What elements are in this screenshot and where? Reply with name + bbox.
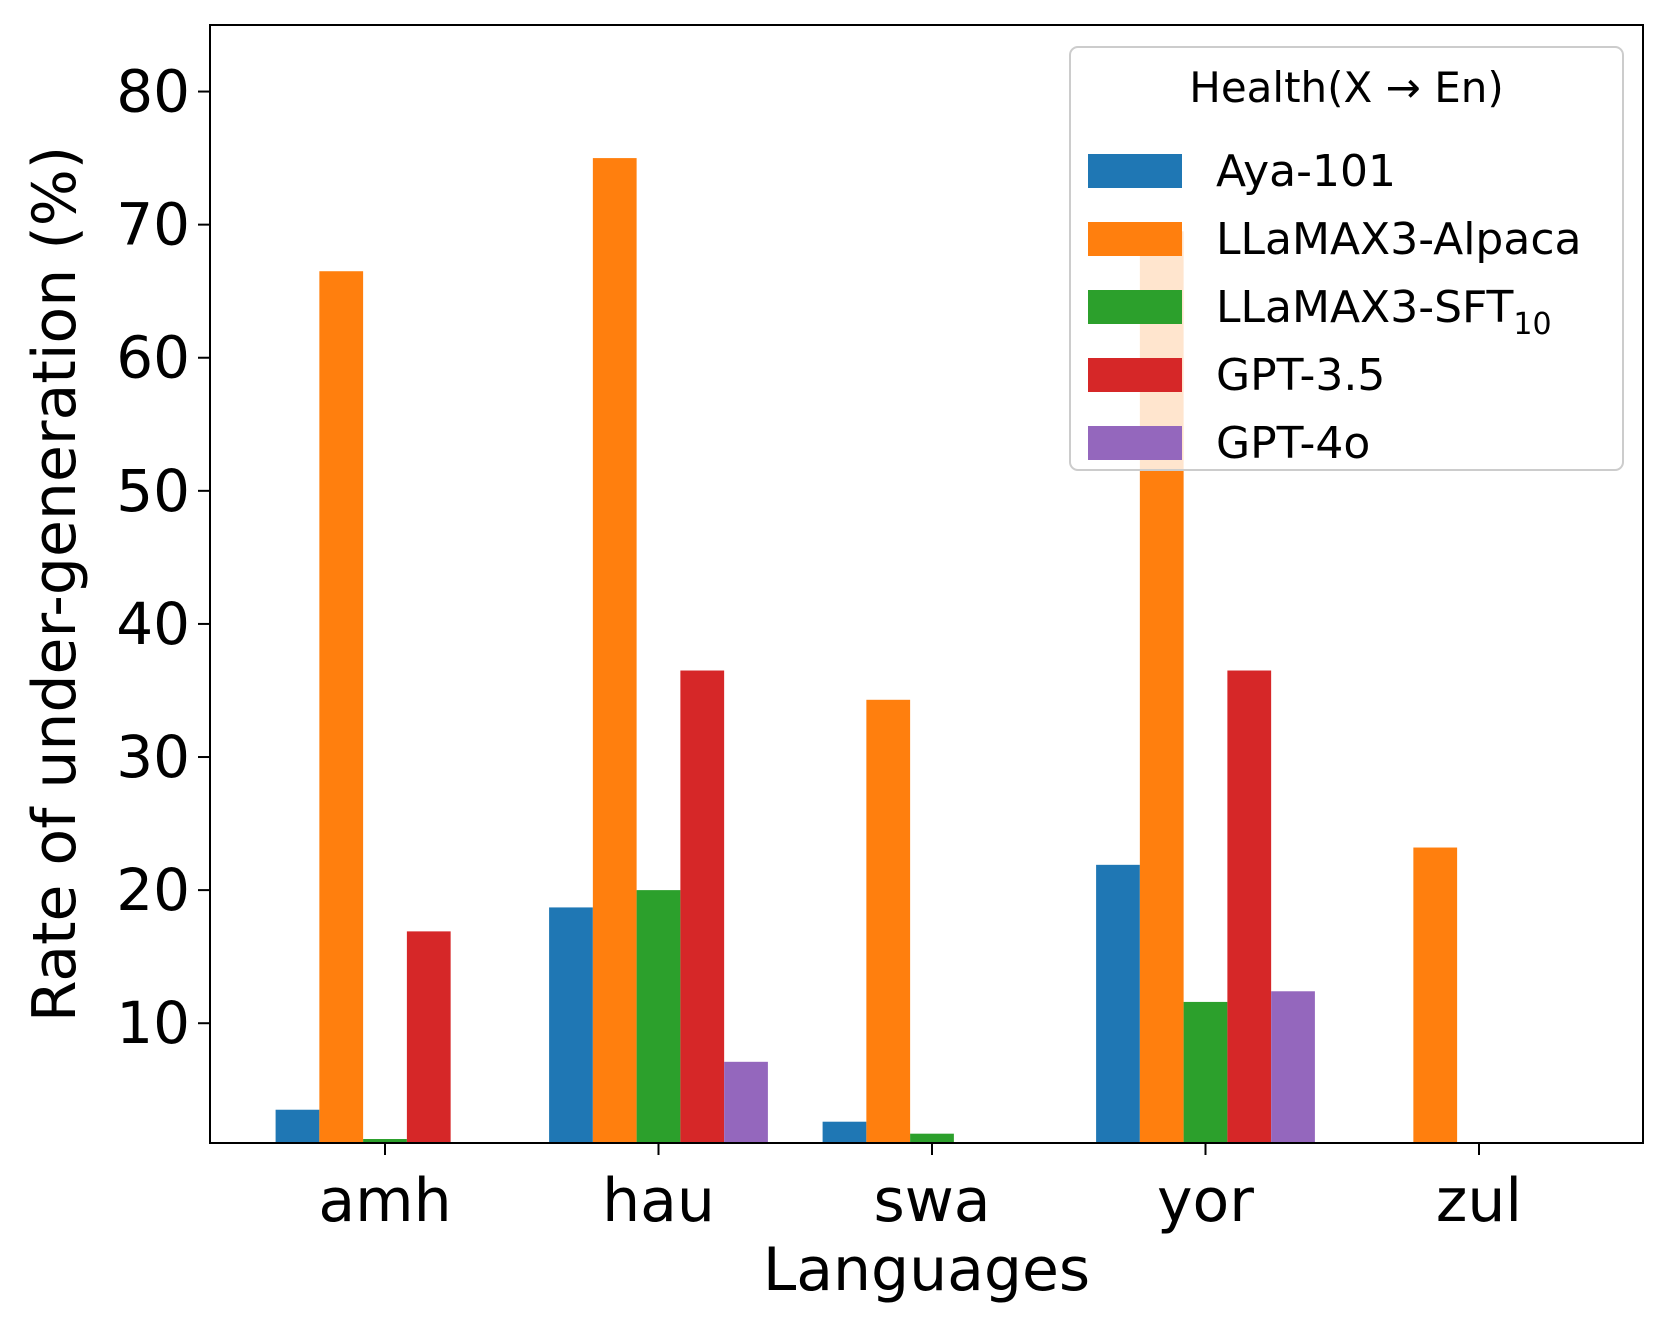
y-tick-label: 40 — [116, 590, 190, 658]
legend-box — [1069, 46, 1624, 471]
bar-hau-GPT-3.5 — [680, 670, 725, 1143]
bar-yor-Aya-101 — [1096, 864, 1140, 1143]
legend-swatch — [1088, 426, 1182, 460]
legend-title: Health(X → En) — [1189, 63, 1504, 112]
x-tick-label-zul: zul — [1436, 1166, 1522, 1236]
y-tick-label: 30 — [116, 723, 190, 791]
legend-swatch — [1088, 358, 1182, 392]
y-tick-label: 20 — [116, 856, 190, 924]
legend-item-label: Aya-101 — [1216, 146, 1396, 197]
x-tick-label-hau: hau — [602, 1166, 715, 1236]
bar-swa-Aya-101 — [822, 1121, 867, 1143]
legend-item-label: GPT-4o — [1216, 418, 1370, 469]
legend-item-label: LLaMAX3-Alpaca — [1216, 214, 1581, 265]
y-axis: 10 20 30 40 50 60 70 80 — [116, 58, 210, 1057]
legend-item-subscript: 10 — [1513, 307, 1551, 342]
y-axis-label: Rate of under-generation (%) — [20, 146, 90, 1022]
legend-swatch — [1088, 290, 1182, 324]
bar-yor-GPT-4o — [1271, 991, 1315, 1143]
y-tick-label: 50 — [116, 457, 190, 525]
legend-item-label: GPT-3.5 — [1216, 350, 1385, 401]
y-tick-label: 10 — [116, 989, 190, 1057]
y-tick-label: 80 — [116, 58, 190, 126]
bars-layer — [275, 158, 1458, 1144]
bar-hau-GPT-4o — [724, 1061, 768, 1143]
bar-hau-LLaMAX3-SFT10 — [636, 890, 681, 1143]
bar-swa-LLaMAX3-SFT10 — [910, 1133, 954, 1143]
x-axis-label: Languages — [763, 1235, 1090, 1305]
x-tick-label-amh: amh — [318, 1166, 451, 1236]
bar-amh-LLaMAX3-SFT10 — [363, 1139, 407, 1143]
bar-swa-LLaMAX3-Alpaca — [866, 699, 911, 1143]
bar-hau-LLaMAX3-Alpaca — [592, 158, 637, 1144]
legend-swatch — [1088, 154, 1182, 188]
legend: Health(X → En) Aya-101 LLaMAX3-Alpaca LLaMA… — [1069, 46, 1624, 471]
x-axis: amh hau swa yor zul — [318, 1143, 1522, 1236]
legend-swatch — [1088, 222, 1182, 256]
plot-frame — [209, 24, 1644, 1144]
y-tick-label: 60 — [116, 324, 190, 392]
bar-amh-Aya-101 — [275, 1109, 320, 1143]
bar-zul-LLaMAX3-Alpaca — [1413, 847, 1458, 1143]
y-tick-label: 70 — [116, 191, 190, 259]
bar-amh-GPT-3.5 — [406, 931, 451, 1143]
bar-yor-GPT-3.5 — [1227, 670, 1272, 1143]
x-tick-label-yor: yor — [1157, 1166, 1254, 1236]
x-tick-label-swa: swa — [873, 1166, 990, 1236]
bar-amh-LLaMAX3-Alpaca — [319, 271, 364, 1143]
legend-item-label: LLaMAX3-SFT10 — [1216, 282, 1552, 342]
bar-hau-Aya-101 — [549, 907, 593, 1143]
bar-yor-LLaMAX3-SFT10 — [1183, 1001, 1228, 1143]
